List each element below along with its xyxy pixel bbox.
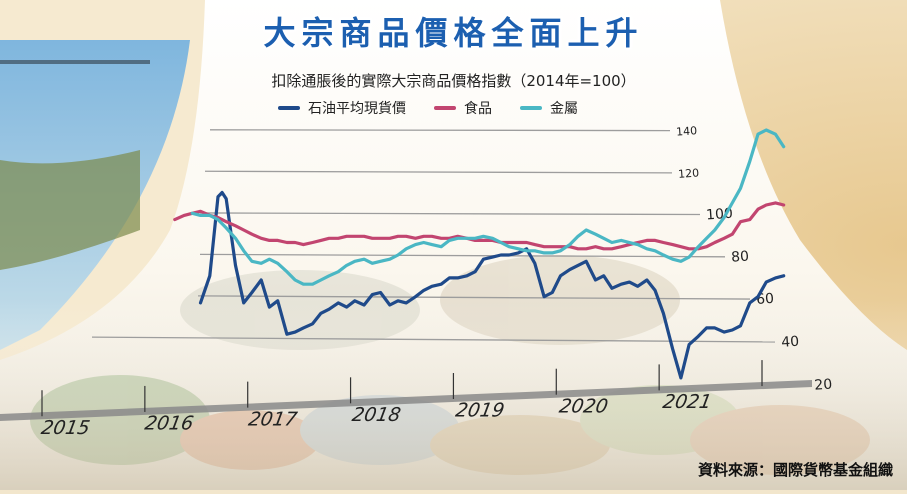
y-tick-label-120: 120 xyxy=(678,166,700,180)
legend-label-food: 食品 xyxy=(464,101,492,117)
x-tick-label-2021: 2021 xyxy=(661,390,713,413)
chart-subtitle: 扣除通脹後的實際大宗商品價格指數（2014年=100） xyxy=(271,72,636,90)
gridline-140 xyxy=(209,129,671,132)
x-tick-label-2016: 2016 xyxy=(143,412,195,435)
chart-title: 大宗商品價格全面上升 xyxy=(263,14,644,52)
legend-swatch-metals xyxy=(520,106,542,110)
legend-item-oil: 石油平均現貨價 xyxy=(278,98,406,118)
legend-item-metals: 金屬 xyxy=(520,98,578,118)
series-lines xyxy=(173,128,786,380)
y-tick-label-140: 140 xyxy=(676,124,698,138)
source-note: 資料來源：國際貨幣基金組織 xyxy=(697,461,893,479)
series-line-metals xyxy=(190,128,786,286)
series-line-oil xyxy=(198,190,786,380)
y-tick-label-40: 40 xyxy=(781,334,800,351)
x-tick-label-2019: 2019 xyxy=(454,399,506,422)
series-line-food xyxy=(173,201,786,251)
y-tick-label-80: 80 xyxy=(731,249,750,266)
gridline-120 xyxy=(204,170,673,174)
legend-swatch-oil xyxy=(278,106,300,110)
x-tick-label-2015: 2015 xyxy=(39,416,91,439)
legend-label-oil: 石油平均現貨價 xyxy=(308,101,406,117)
x-axis: 20142015201620172018201920202021 xyxy=(0,360,812,439)
legend-item-food: 食品 xyxy=(434,98,492,118)
x-axis-rail xyxy=(0,380,812,421)
gridline-40 xyxy=(91,336,776,343)
legend-label-metals: 金屬 xyxy=(550,101,578,117)
x-tick-label-2018: 2018 xyxy=(350,403,402,426)
y-tick-label-20: 20 xyxy=(814,377,833,394)
x-tick-label-2020: 2020 xyxy=(558,395,610,418)
chart-legend: 石油平均現貨價 食品 金屬 xyxy=(278,98,578,118)
x-tick-label-2017: 2017 xyxy=(247,407,299,430)
gridline-100 xyxy=(199,212,701,216)
gridline-80 xyxy=(199,253,726,258)
legend-swatch-food xyxy=(434,106,456,110)
